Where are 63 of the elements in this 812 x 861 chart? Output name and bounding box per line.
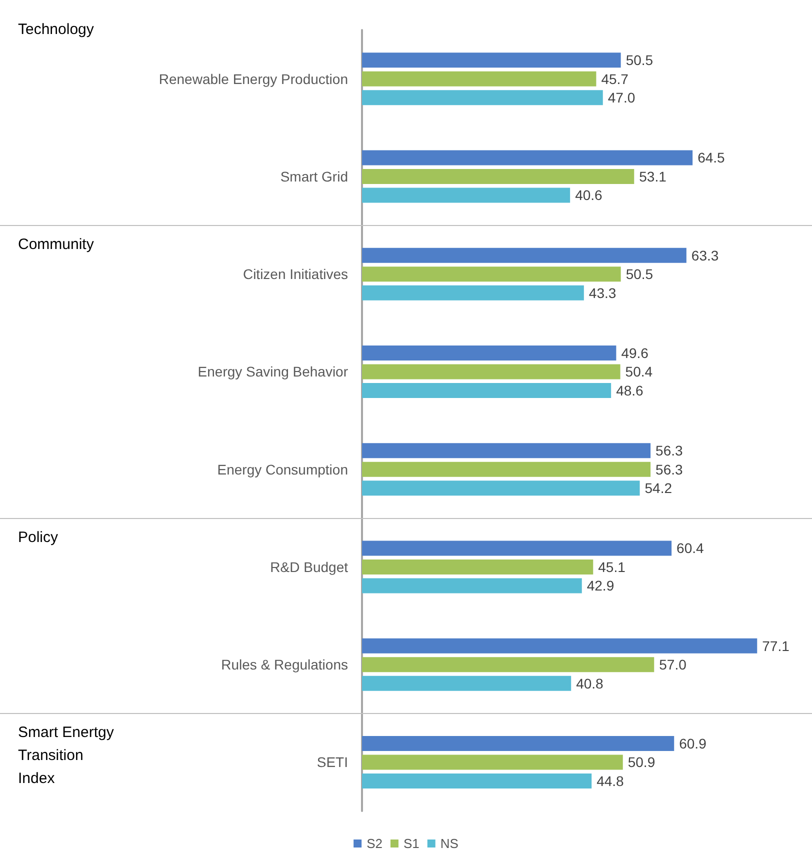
data-label: 40.6: [575, 187, 603, 204]
bar: [362, 462, 651, 477]
bar: [362, 188, 570, 203]
bar: [362, 480, 640, 496]
bar: [362, 71, 596, 86]
data-label: 60.9: [679, 735, 707, 752]
legend-label: S1: [403, 836, 420, 851]
data-label: 57.0: [659, 656, 687, 673]
y-tick-label: SETI: [316, 754, 348, 770]
bar: [362, 150, 693, 166]
text: Community: [18, 235, 95, 256]
y-tick-label: Renewable Energy Production: [158, 70, 348, 87]
bar: [362, 345, 616, 360]
bar: [362, 578, 582, 594]
bar: [362, 773, 592, 788]
legend-label: NS: [440, 836, 459, 851]
bar: [362, 443, 651, 458]
y-tick-label: Rules & Regulations: [221, 656, 348, 673]
data-label: 50.5: [626, 52, 654, 68]
data-label: 50.5: [626, 266, 654, 282]
bar: [362, 754, 623, 770]
bar: [362, 248, 686, 263]
data-label: 48.6: [616, 382, 644, 398]
y-tick-label: Smart Grid: [280, 168, 348, 184]
data-label: 47.0: [608, 90, 636, 106]
bar: [362, 90, 603, 106]
data-label: 50.9: [628, 754, 656, 770]
text: Technology: [18, 20, 95, 40]
bar: [362, 540, 672, 556]
data-label: 45.7: [601, 70, 629, 87]
bar: [362, 52, 621, 68]
bar: [362, 736, 674, 751]
legend-label: S2: [366, 836, 382, 851]
data-label: 42.9: [586, 578, 614, 594]
bar: [362, 168, 634, 184]
data-label: 44.8: [596, 772, 624, 789]
data-label: 77.1: [762, 638, 790, 654]
data-label: 43.3: [588, 284, 616, 301]
bar: [362, 657, 654, 672]
y-tick-label: Energy Saving Behavior: [198, 364, 348, 380]
data-label: 63.3: [691, 247, 719, 264]
bar: [362, 638, 758, 654]
data-label: 53.1: [639, 168, 667, 184]
bar: [362, 382, 612, 398]
bar: [362, 559, 594, 574]
data-label: 56.3: [656, 442, 683, 459]
bar: [362, 285, 584, 300]
bar: [362, 364, 620, 380]
text: Policy: [18, 528, 60, 548]
bar: [362, 676, 572, 691]
text: Smart Enertgy Transition Index: [18, 723, 115, 790]
bar: [362, 266, 621, 282]
data-label: 49.6: [621, 344, 649, 361]
data-label: 60.4: [676, 540, 704, 556]
data-label: 40.8: [576, 675, 604, 692]
y-tick-label: Citizen Initiatives: [242, 266, 348, 282]
data-label: 50.4: [625, 364, 653, 380]
data-label: 54.2: [644, 480, 672, 496]
y-tick-label: Energy Consumption: [217, 461, 348, 478]
data-label: 64.5: [698, 150, 726, 166]
data-label: 56.3: [656, 461, 683, 478]
y-tick-label: R&D Budget: [270, 558, 348, 575]
data-label: 45.1: [598, 558, 626, 575]
